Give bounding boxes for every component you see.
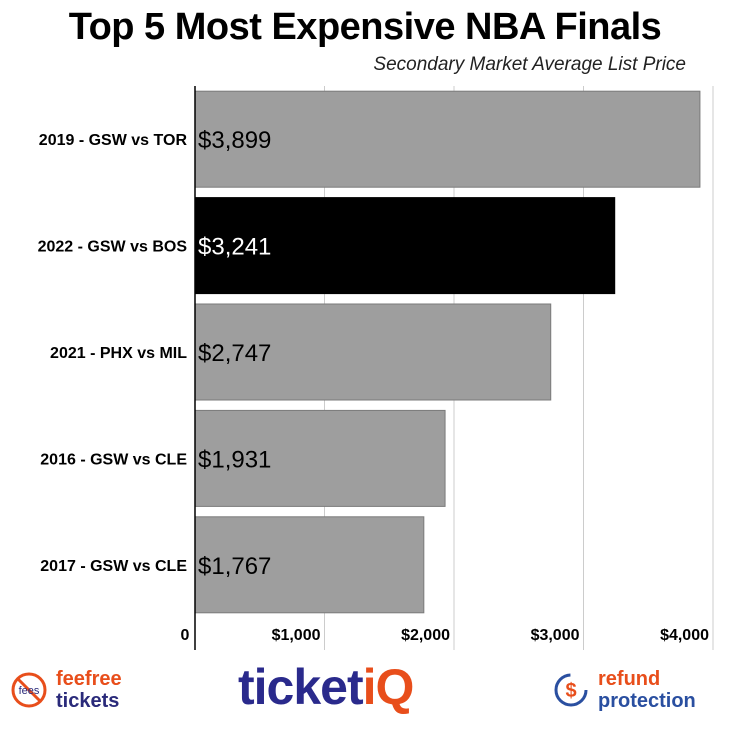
bars <box>194 90 701 614</box>
footer: fees feefree tickets ticketiQ $ refund p… <box>0 650 730 730</box>
ticketiq-logo-main: ticket <box>238 659 364 715</box>
data-label: $3,241 <box>198 234 271 261</box>
data-label: $3,899 <box>198 127 271 154</box>
bar <box>194 303 552 401</box>
chart-subtitle: Secondary Market Average List Price <box>373 54 686 75</box>
svg-text:fees: fees <box>19 685 40 697</box>
data-label: $1,931 <box>198 446 271 473</box>
bar <box>194 516 425 614</box>
refund-protection-logo: $ refund protection <box>552 668 696 712</box>
bar <box>194 409 446 507</box>
protection-text: protection <box>598 690 696 712</box>
bar-chart: 0 $1,000 $2,000 $3,000 $4,000 $3,899 2019 - G… <box>38 86 714 650</box>
tickets-text: tickets <box>56 690 120 712</box>
category-label: 2017 - GSW vs CLE <box>40 558 187 575</box>
x-tick-label: $1,000 <box>272 627 321 644</box>
data-label: $1,767 <box>198 553 271 580</box>
category-label: 2019 - GSW vs TOR <box>39 132 188 149</box>
category-label: 2021 - PHX vs MIL <box>50 345 187 362</box>
feefree-tickets-logo: fees feefree tickets <box>10 668 122 712</box>
no-fees-icon: fees <box>11 672 47 708</box>
labels: $3,899 2019 - GSW vs TOR $3,241 2022 - GSW … <box>38 127 272 580</box>
bar <box>194 90 701 188</box>
svg-text:$: $ <box>565 680 576 702</box>
refund-text: refund <box>598 668 661 690</box>
x-tick-label: $3,000 <box>531 627 580 644</box>
data-label: $2,747 <box>198 340 271 367</box>
bar <box>194 197 616 295</box>
chart-title: Top 5 Most Expensive NBA Finals <box>68 6 662 48</box>
x-tick-label: $4,000 <box>660 627 709 644</box>
x-tick-label: $2,000 <box>401 627 450 644</box>
ticketiq-logo-accent: iQ <box>362 659 415 715</box>
axes: 0 $1,000 $2,000 $3,000 $4,000 <box>181 86 709 650</box>
category-label: 2016 - GSW vs CLE <box>40 451 187 468</box>
refund-dollar-icon: $ <box>554 673 588 707</box>
x-tick-label: 0 <box>181 627 190 644</box>
ticketiq-logo: ticketiQ <box>238 658 415 716</box>
feefree-text: feefree <box>56 668 122 690</box>
category-label: 2022 - GSW vs BOS <box>38 239 188 256</box>
